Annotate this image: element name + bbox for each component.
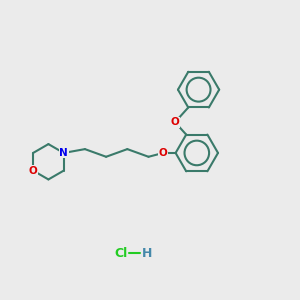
Text: O: O bbox=[159, 148, 168, 158]
Text: N: N bbox=[59, 148, 68, 158]
Text: O: O bbox=[171, 117, 179, 127]
Text: O: O bbox=[29, 166, 38, 176]
Text: H: H bbox=[142, 247, 152, 260]
Text: Cl: Cl bbox=[114, 247, 127, 260]
